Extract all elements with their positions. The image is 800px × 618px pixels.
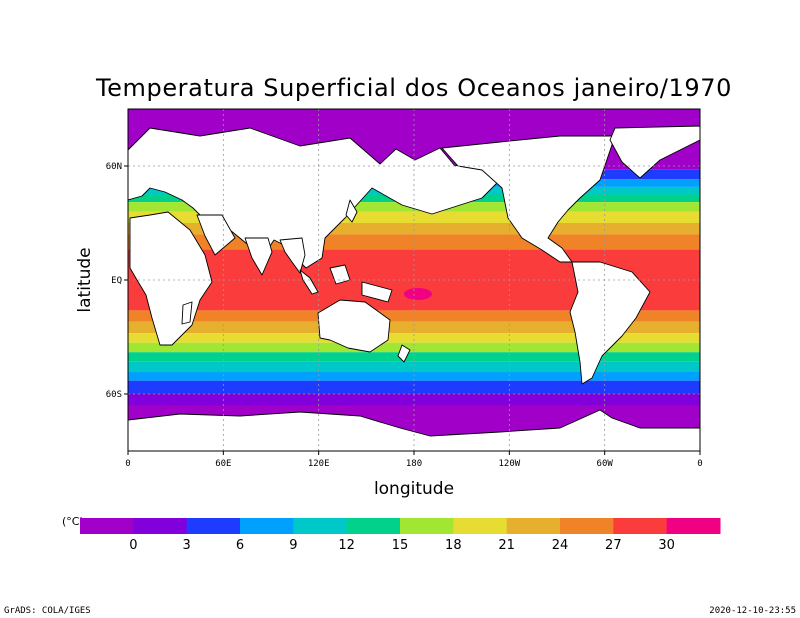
colorbar-label: 18 <box>445 538 462 553</box>
map-title: Temperatura Superficial dos Oceanos jane… <box>95 74 732 102</box>
colorbar-label: 0 <box>129 538 137 553</box>
footer-left: GrADS: COLA/IGES <box>4 606 91 616</box>
land-new-zealand <box>397 344 411 363</box>
sst-band <box>128 342 700 353</box>
x-tick-label: 60W <box>597 459 614 469</box>
warm-pool-patch <box>404 288 432 300</box>
x-axis: 0 60E 120E 180 120W 60W 0 <box>125 451 703 469</box>
x-tick-label: 60E <box>215 459 231 469</box>
x-tick-label: 120E <box>308 459 330 469</box>
colorbar-label: 9 <box>289 538 297 553</box>
colorbar-label: 12 <box>338 538 355 553</box>
grid <box>128 109 700 451</box>
land-south-america <box>569 261 651 385</box>
colorbar <box>80 518 721 534</box>
sst-band <box>128 380 700 394</box>
colorbar-label: 15 <box>392 538 409 553</box>
sst-band <box>128 211 700 223</box>
colorbar-swatch <box>240 518 294 534</box>
land-antarctica <box>128 409 700 451</box>
sst-band <box>128 333 700 343</box>
land-greenland <box>609 125 700 179</box>
colorbar-label: 3 <box>183 538 191 553</box>
colorbar-label: 6 <box>236 538 244 553</box>
y-axis-title: latitude <box>75 247 95 312</box>
colorbar-label: 21 <box>498 538 515 553</box>
x-tick-label: 180 <box>406 459 422 469</box>
y-tick-label: 60N <box>106 162 122 172</box>
colorbar-swatch <box>400 518 454 534</box>
land-australia <box>317 299 391 353</box>
colorbar-labels: 0 3 6 9 12 15 18 21 24 27 30 <box>129 538 675 553</box>
colorbar-swatch <box>560 518 614 534</box>
land-india <box>244 237 273 276</box>
colorbar-label: 27 <box>605 538 622 553</box>
colorbar-swatch <box>613 518 668 534</box>
colorbar-label: 30 <box>658 538 675 553</box>
x-axis-title: longitude <box>374 479 454 499</box>
colorbar-swatch <box>293 518 348 534</box>
sst-band <box>128 310 700 322</box>
x-tick-label: 0 <box>697 459 702 469</box>
land-new-guinea <box>361 281 393 303</box>
colorbar-label: 24 <box>552 538 569 553</box>
colorbar-swatch <box>133 518 188 534</box>
colorbar-swatch <box>186 518 241 534</box>
sst-band <box>128 321 700 334</box>
x-tick-label: 0 <box>125 459 130 469</box>
y-axis: 60N EQ 60S <box>106 162 128 400</box>
land-africa <box>129 211 213 346</box>
x-tick-label: 120W <box>498 459 520 469</box>
colorbar-swatch <box>666 518 721 534</box>
colorbar-unit: (°C) <box>62 515 84 528</box>
land-arabia <box>196 214 236 256</box>
sst-band <box>128 361 700 372</box>
sst-band <box>128 352 700 362</box>
land-eurasia <box>128 127 503 269</box>
colorbar-swatch <box>346 518 401 534</box>
y-tick-label: 60S <box>106 390 122 400</box>
colorbar-swatch <box>453 518 508 534</box>
footer-right: 2020-12-10-23:55 <box>709 606 796 616</box>
land-sumatra <box>299 269 319 295</box>
land-madagascar <box>181 301 193 325</box>
y-tick-label: EQ <box>111 276 122 286</box>
colorbar-swatch <box>506 518 561 534</box>
land-indochina <box>279 237 306 274</box>
sst-band <box>128 223 700 235</box>
continents <box>128 125 700 451</box>
sst-map <box>128 109 700 451</box>
land-japan <box>345 199 358 223</box>
colorbar-swatch <box>80 518 134 534</box>
